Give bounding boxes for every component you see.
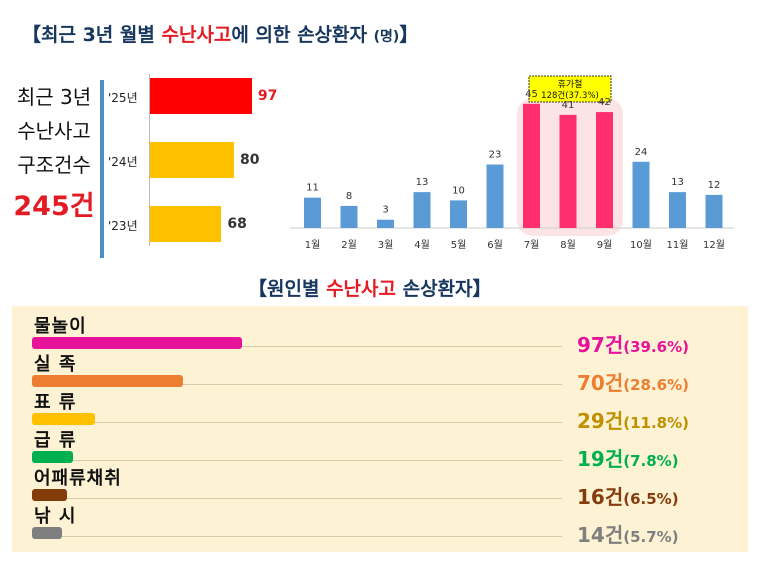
- yearly-category-label: '23년: [108, 219, 138, 233]
- monthly-category-label: 1월: [305, 239, 321, 251]
- monthly-chart-title: 【최근 3년 월별 수난사고에 의한 손상환자 (명)】: [22, 24, 419, 46]
- summary-total: 245건: [13, 191, 95, 222]
- cause-bar-chart: 물놀이 97건(39.6%) 실 족 70건(28.6%) 표 류 29건(11.8%) 급…: [12, 306, 748, 552]
- monthly-bar: [523, 103, 540, 228]
- vacation-badge-title: 휴가철: [558, 79, 583, 90]
- cause-category-label: 급 류: [34, 430, 77, 451]
- monthly-value-label: 23: [489, 150, 502, 161]
- monthly-value-label: 10: [452, 185, 465, 196]
- yearly-value-label: 80: [240, 152, 260, 168]
- cause-bar: [32, 413, 95, 425]
- cause-bar: [32, 489, 67, 501]
- cause-row-line: [32, 346, 562, 347]
- cause-category-label: 표 류: [34, 392, 77, 413]
- monthly-value-label: 41: [562, 100, 575, 111]
- monthly-category-label: 8월: [560, 239, 576, 251]
- cause-bar: [32, 375, 184, 387]
- monthly-bar: [705, 194, 723, 228]
- cause-value-label: 14건(5.7%): [577, 523, 679, 547]
- cause-value-label: 97건(39.6%): [577, 333, 689, 357]
- monthly-bar: [377, 219, 394, 228]
- monthly-category-label: 2월: [341, 239, 357, 251]
- monthly-value-label: 45: [525, 89, 538, 100]
- yearly-bar: [150, 206, 222, 242]
- monthly-bar: [340, 205, 358, 228]
- monthly-value-label: 11: [306, 183, 319, 194]
- monthly-bar: [486, 164, 504, 228]
- monthly-value-label: 3: [382, 205, 388, 216]
- monthly-bar: [450, 200, 467, 228]
- monthly-category-label: 4월: [414, 239, 430, 251]
- monthly-value-label: 42: [598, 97, 611, 108]
- monthly-category-label: 12월: [703, 239, 725, 251]
- monthly-bar: [413, 192, 431, 228]
- monthly-value-label: 12: [708, 180, 721, 191]
- cause-category-label: 어패류채취: [34, 468, 122, 489]
- cause-row-line: [32, 498, 562, 499]
- monthly-category-label: 9월: [597, 239, 613, 251]
- cause-category-label: 낚 시: [34, 506, 77, 527]
- monthly-category-label: 7월: [524, 239, 540, 251]
- yearly-category-label: '24년: [108, 155, 138, 169]
- monthly-bar: [304, 197, 321, 228]
- yearly-bar: [150, 142, 234, 178]
- cause-bar: [32, 527, 63, 539]
- cause-category-label: 실 족: [34, 354, 77, 375]
- cause-value-label: 19건(7.8%): [577, 447, 679, 471]
- cause-row-line: [32, 384, 562, 385]
- monthly-value-label: 8: [346, 191, 352, 202]
- monthly-category-label: 5월: [451, 239, 467, 251]
- yearly-value-label: 68: [227, 216, 247, 232]
- cause-row-line: [32, 536, 562, 537]
- cause-value-label: 16건(6.5%): [577, 485, 679, 509]
- vacation-badge: [528, 75, 612, 103]
- cause-bar: [32, 337, 242, 349]
- monthly-category-label: 6월: [487, 239, 503, 251]
- yearly-axis-line: [149, 74, 150, 246]
- monthly-bar: [632, 161, 650, 228]
- cause-bar: [32, 451, 74, 463]
- monthly-bar: [669, 192, 686, 228]
- monthly-category-label: 10월: [630, 239, 652, 251]
- cause-value-label: 29건(11.8%): [577, 409, 689, 433]
- cause-row-line: [32, 460, 562, 461]
- vacation-badge-value: 128건(37.3%): [541, 90, 599, 101]
- yearly-value-label: 97: [257, 88, 278, 104]
- yearly-category-label: '25년: [108, 91, 138, 105]
- monthly-category-label: 11월: [667, 239, 689, 251]
- cause-category-label: 물놀이: [34, 316, 87, 337]
- cause-chart-title: 【원인별 수난사고 손상환자】: [248, 278, 492, 300]
- monthly-value-label: 13: [416, 177, 429, 188]
- monthly-category-label: 3월: [378, 239, 394, 251]
- monthly-bar: [596, 112, 613, 228]
- summary-label: 최근 3년 수난사고 구조건수: [16, 85, 92, 177]
- summary-divider: [100, 80, 104, 258]
- monthly-bar: [559, 114, 577, 228]
- cause-row-line: [32, 422, 562, 423]
- monthly-value-label: 24: [635, 147, 648, 158]
- monthly-value-label: 13: [671, 177, 684, 188]
- cause-value-label: 70건(28.6%): [577, 371, 689, 395]
- yearly-bar: [150, 78, 252, 114]
